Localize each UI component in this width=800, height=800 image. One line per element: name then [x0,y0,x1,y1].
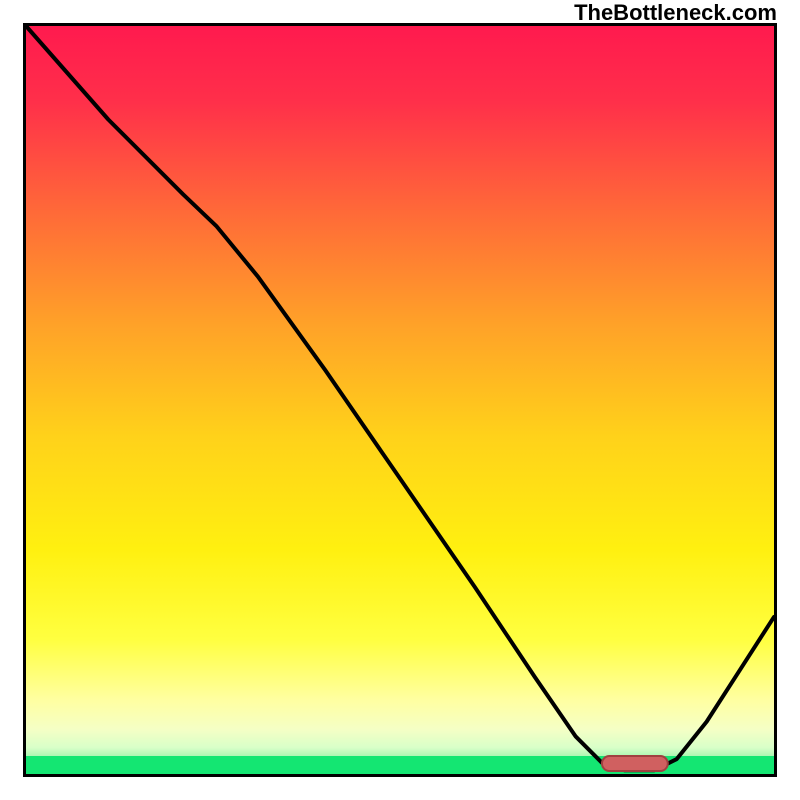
bottleneck-chart: TheBottleneck.com [0,0,800,800]
watermark-text: TheBottleneck.com [574,0,777,26]
plot-area [23,23,777,777]
